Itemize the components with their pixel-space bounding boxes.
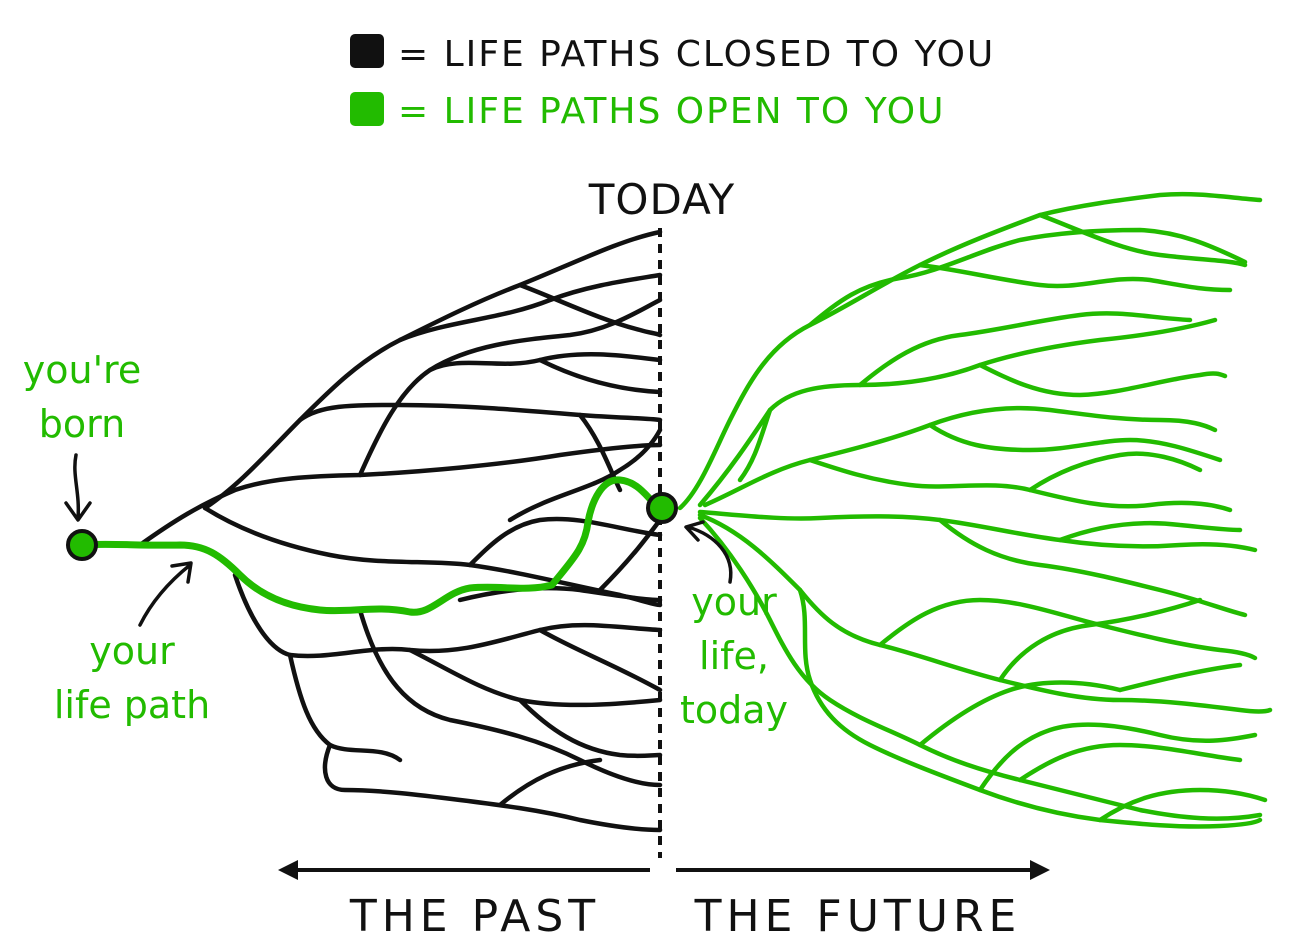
closed-path-18	[357, 607, 663, 788]
open-path-3	[917, 262, 1233, 293]
legend-open-swatch	[350, 92, 384, 126]
closed-path-3	[297, 229, 663, 423]
today-label: TODAY	[588, 175, 735, 224]
closed-path-9	[467, 516, 663, 568]
legend-closed-swatch	[350, 34, 384, 68]
closed-path-1	[137, 442, 663, 548]
closed-path-2	[202, 402, 663, 511]
open-path-6	[857, 311, 1193, 388]
open-path-5	[697, 317, 1218, 508]
open-path-23	[977, 722, 1258, 793]
today-label-line2: life,	[699, 634, 769, 678]
open-path-17	[997, 597, 1203, 683]
open-path-20	[1017, 742, 1243, 783]
open-path-2	[807, 227, 1248, 328]
your-life-path-line	[78, 476, 664, 616]
open-path-11	[1027, 451, 1203, 493]
life-path-label-line2: life path	[54, 683, 210, 727]
open-path-8	[702, 405, 1218, 508]
life-path-label-line1: your	[89, 629, 175, 673]
closed-path-22	[457, 585, 663, 603]
open-path-25	[1117, 662, 1243, 693]
today-label-line1: your	[691, 580, 777, 624]
today-arrow-icon	[684, 520, 733, 584]
timeline: THE PAST THE FUTURE	[278, 860, 1050, 942]
open-path-10	[807, 457, 1233, 513]
closed-path-21	[597, 517, 663, 593]
open-path-19	[917, 680, 1123, 748]
closed-path-4	[397, 272, 663, 343]
future-arrow-head-icon	[1030, 860, 1050, 880]
legend: = LIFE PATHS CLOSED TO YOU = LIFE PATHS …	[350, 34, 995, 132]
open-life-paths	[677, 191, 1273, 829]
legend-closed-label: = LIFE PATHS CLOSED TO YOU	[398, 34, 995, 75]
open-path-14	[1057, 520, 1243, 543]
open-path-12	[697, 509, 1258, 553]
closed-path-7	[427, 297, 663, 373]
open-path-9	[927, 422, 1223, 463]
past-arrow-head-icon	[278, 860, 298, 880]
open-path-13	[937, 517, 1248, 618]
closed-path-10	[537, 357, 663, 395]
closed-path-16	[517, 697, 663, 759]
today-annotation: your life, today	[680, 520, 788, 732]
born-label-line2: born	[39, 402, 125, 446]
closed-life-paths	[137, 229, 663, 833]
born-label-line1: you're	[23, 348, 141, 392]
future-label: THE FUTURE	[694, 891, 1022, 942]
today-dot	[646, 492, 678, 524]
today-label-line3: today	[680, 688, 788, 732]
legend-open-label: = LIFE PATHS OPEN TO YOU	[398, 91, 945, 132]
closed-path-6	[357, 351, 663, 478]
birth-dot	[66, 529, 98, 561]
past-label: THE PAST	[349, 891, 600, 942]
closed-path-14	[322, 742, 663, 833]
closed-path-15	[407, 647, 663, 708]
open-path-7	[977, 362, 1228, 398]
closed-path-5	[517, 282, 663, 338]
life-path-arrow-icon	[138, 561, 193, 627]
closed-path-11	[577, 412, 623, 493]
born-arrow-icon	[64, 453, 92, 522]
open-path-22	[1097, 787, 1268, 823]
open-path-24	[737, 407, 773, 483]
closed-path-20	[507, 427, 663, 523]
open-path-18	[697, 515, 1263, 821]
life-path-annotation: your life path	[54, 561, 210, 727]
closed-path-19	[497, 757, 603, 808]
closed-path-17	[537, 627, 663, 693]
closed-path-12	[232, 572, 663, 659]
open-path-4	[1037, 212, 1248, 268]
born-annotation: you're born	[23, 348, 141, 522]
